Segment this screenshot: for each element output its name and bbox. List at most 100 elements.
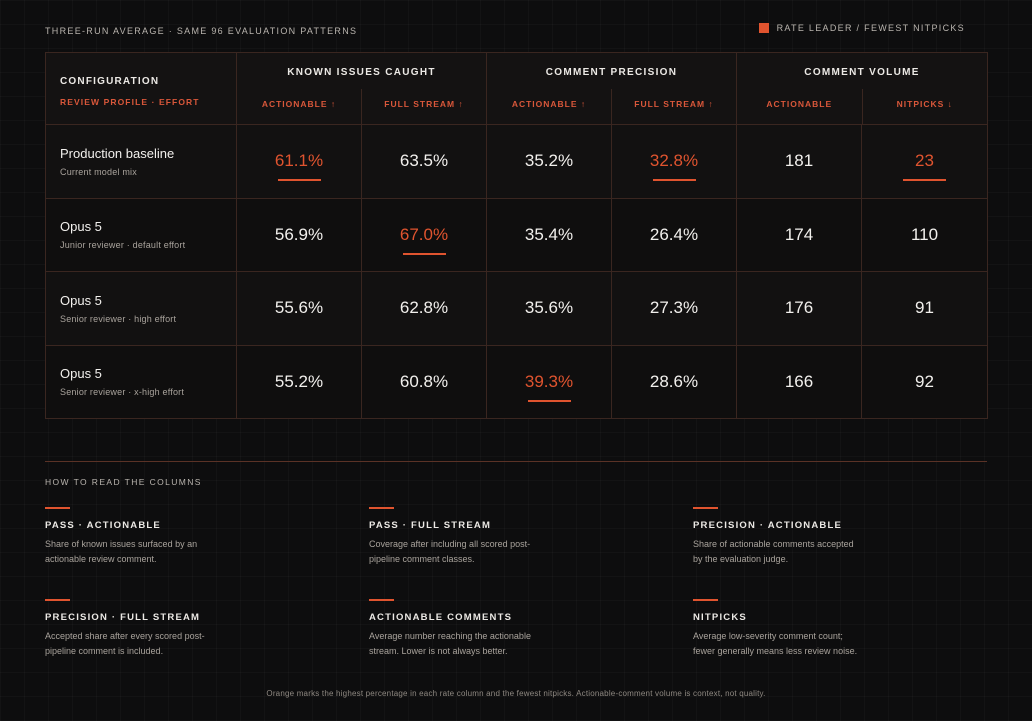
value-cell: 39.3% bbox=[486, 344, 612, 419]
config-name: Opus 5 bbox=[60, 219, 102, 235]
value-cell: 35.6% bbox=[486, 271, 612, 346]
section-divider bbox=[45, 461, 987, 462]
metric-value: 28.6% bbox=[649, 371, 699, 391]
value-cell: 23 bbox=[860, 124, 989, 199]
metric-value: 91 bbox=[915, 298, 934, 318]
leader-value: 23 bbox=[915, 151, 934, 171]
metric-value: 174 bbox=[784, 224, 814, 244]
note-body: Share of actionable comments accepted by… bbox=[693, 539, 854, 564]
value-cell: 166 bbox=[736, 344, 862, 419]
guide-note: PRECISION · ACTIONABLE Share of actionab… bbox=[693, 507, 987, 567]
value-cell: 35.2% bbox=[486, 124, 612, 199]
value-cell: 176 bbox=[736, 271, 862, 346]
metric-value: 110 bbox=[910, 224, 939, 244]
note-accent-mark bbox=[45, 599, 70, 601]
config-name: Opus 5 bbox=[60, 366, 102, 382]
note-title: ACTIONABLE COMMENTS bbox=[369, 612, 513, 623]
note-body: Average low-severity comment count; fewe… bbox=[693, 631, 858, 656]
results-table: CONFIGURATION REVIEW PROFILE · EFFORT KN… bbox=[45, 52, 989, 419]
value-cell: 181 bbox=[736, 124, 862, 199]
guide-note: ACTIONABLE COMMENTS Average number reach… bbox=[369, 599, 693, 659]
note-title: PASS · FULL STREAM bbox=[369, 520, 492, 531]
metric-value: 60.8% bbox=[399, 371, 449, 391]
value-cell: 27.3% bbox=[611, 271, 737, 346]
metric-value: 55.2% bbox=[274, 371, 324, 391]
table-row: Opus 5 Senior reviewer · high effort 55.6%… bbox=[45, 271, 989, 346]
metric-value: 56.9% bbox=[274, 224, 324, 244]
leader-value: 67.0% bbox=[399, 224, 449, 244]
config-cell: Opus 5 Senior reviewer · x-high effort bbox=[45, 344, 237, 419]
value-cell: 67.0% bbox=[361, 197, 487, 272]
note-body: Coverage after including all scored post… bbox=[369, 539, 531, 564]
metric-value: 176 bbox=[784, 298, 814, 318]
table-row: Opus 5 Junior reviewer · default effort 56… bbox=[45, 197, 989, 272]
note-accent-mark bbox=[45, 507, 70, 509]
value-cell: 61.1% bbox=[236, 124, 362, 199]
config-description: Current model mix bbox=[60, 166, 137, 177]
value-cell: 26.4% bbox=[611, 197, 737, 272]
metric-value: 63.5% bbox=[399, 151, 449, 171]
column-guide: PASS · ACTIONABLE Share of known issues … bbox=[45, 507, 987, 659]
config-header: CONFIGURATION REVIEW PROFILE · EFFORT bbox=[45, 52, 237, 125]
guide-title: HOW TO READ THE COLUMNS bbox=[45, 477, 202, 487]
note-title: PASS · ACTIONABLE bbox=[45, 520, 161, 531]
guide-note: NITPICKS Average low-severity comment co… bbox=[693, 599, 987, 659]
column-header: ACTIONABLE bbox=[766, 99, 833, 109]
metric-value: 166 bbox=[784, 371, 814, 391]
note-body: Average number reaching the actionable s… bbox=[369, 631, 531, 656]
metric-value: 27.3% bbox=[649, 298, 699, 318]
note-title: PRECISION · FULL STREAM bbox=[45, 612, 201, 623]
legend-swatch bbox=[758, 23, 769, 33]
config-description: Senior reviewer · high effort bbox=[60, 313, 177, 324]
note-title: PRECISION · ACTIONABLE bbox=[693, 520, 843, 531]
leader-underline bbox=[527, 399, 571, 402]
table-row: Production baseline Current model mix 61.1… bbox=[45, 124, 989, 199]
group-comment-precision: COMMENT PRECISION ACTIONABLE ↑ FULL STRE… bbox=[486, 52, 737, 125]
table-header-row: CONFIGURATION REVIEW PROFILE · EFFORT KN… bbox=[45, 52, 989, 125]
leader-value: 39.3% bbox=[524, 371, 574, 391]
value-cell: 174 bbox=[736, 197, 862, 272]
footnote: Orange marks the highest percentage in e… bbox=[266, 689, 766, 698]
config-description: Junior reviewer · default effort bbox=[60, 240, 186, 251]
config-header-title: CONFIGURATION bbox=[60, 76, 160, 87]
column-header: FULL STREAM ↑ bbox=[361, 89, 486, 124]
group-known-issues: KNOWN ISSUES CAUGHT ACTIONABLE ↑ FULL ST… bbox=[236, 52, 487, 125]
column-header: NITPICKS ↓ bbox=[861, 89, 988, 124]
note-accent-mark bbox=[369, 507, 394, 509]
value-cell: 92 bbox=[860, 344, 989, 419]
config-description: Senior reviewer · x-high effort bbox=[60, 387, 185, 398]
leader-value: 61.1% bbox=[274, 151, 324, 171]
value-cell: 55.2% bbox=[236, 344, 362, 419]
column-header: ACTIONABLE ↑ bbox=[261, 99, 337, 109]
value-cell: 60.8% bbox=[361, 344, 487, 419]
guide-note: PASS · FULL STREAM Coverage after includ… bbox=[369, 507, 693, 567]
leader-underline bbox=[277, 179, 321, 182]
value-cell: 62.8% bbox=[361, 271, 487, 346]
leader-value: 32.8% bbox=[649, 151, 699, 171]
note-body: Accepted share after every scored post-p… bbox=[45, 631, 205, 656]
leader-underline bbox=[402, 252, 446, 255]
metric-value: 181 bbox=[784, 151, 814, 171]
metric-value: 92 bbox=[915, 371, 934, 391]
metric-value: 55.6% bbox=[274, 298, 324, 318]
metric-value: 35.4% bbox=[524, 224, 574, 244]
table-row: Opus 5 Senior reviewer · x-high effort 55.… bbox=[45, 344, 989, 419]
config-cell: Production baseline Current model mix bbox=[45, 124, 237, 199]
column-header: FULL STREAM ↑ bbox=[611, 89, 736, 124]
note-title: NITPICKS bbox=[693, 612, 747, 623]
metric-value: 35.6% bbox=[524, 298, 574, 318]
value-cell: 110 bbox=[860, 197, 989, 272]
note-body: Share of known issues surfaced by an act… bbox=[45, 539, 198, 564]
group-title: COMMENT PRECISION bbox=[545, 67, 678, 78]
value-cell: 55.6% bbox=[236, 271, 362, 346]
value-cell: 63.5% bbox=[361, 124, 487, 199]
value-cell: 91 bbox=[860, 271, 989, 346]
value-cell: 35.4% bbox=[486, 197, 612, 272]
note-accent-mark bbox=[693, 507, 718, 509]
group-comment-volume: COMMENT VOLUME ACTIONABLE NITPICKS ↓ bbox=[735, 52, 989, 125]
config-header-sub: REVIEW PROFILE · EFFORT bbox=[60, 97, 200, 107]
value-cell: 56.9% bbox=[236, 197, 362, 272]
note-accent-mark bbox=[693, 599, 718, 601]
legend-label: RATE LEADER / FEWEST NITPICKS bbox=[776, 23, 965, 33]
leader-underline bbox=[652, 179, 696, 182]
